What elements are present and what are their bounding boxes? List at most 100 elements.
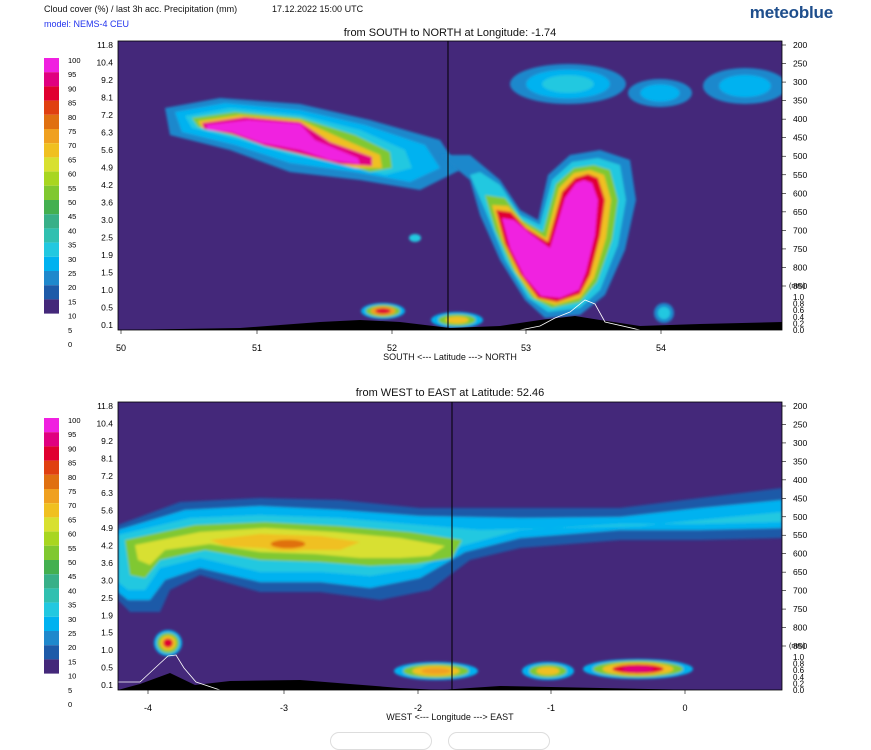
mid-cloud-layer [118,488,782,680]
legend-swatch [44,616,59,631]
legend-label: 25 [68,269,76,278]
pressure-tick-label: 400 [793,475,807,485]
legend-label: 40 [68,586,76,595]
high-cloud [361,64,782,328]
panel-1-xlabel: SOUTH <--- Latitude ---> NORTH [383,352,517,362]
legend-label: 90 [68,84,76,93]
legend-label: 5 [68,326,72,335]
pressure-tick-label: 550 [793,530,807,540]
legend-label: 20 [68,283,76,292]
cloud-field [118,488,782,690]
legend-swatch [44,171,59,186]
pressure-tick-label: 850 [793,641,807,651]
precip-tick-label: 0.0 [793,326,805,335]
pressure-tick-label: 600 [793,549,807,559]
height-tick-label: 5.6 [101,506,113,516]
legend-swatch [44,185,59,200]
precip-unit: (mm) [789,643,805,650]
legend-swatch [44,271,59,286]
legend-swatch [44,517,59,532]
height-tick-label: 4.2 [101,180,113,190]
legend-swatch [44,560,59,575]
cloud-contour [542,75,594,93]
pressure-tick-label: 250 [793,59,807,69]
legend-swatch [44,86,59,101]
legend-label: 25 [68,629,76,638]
legend-swatch [44,418,59,433]
legend-swatch [44,460,59,475]
legend-label: 80 [68,113,76,122]
legend-swatch [44,659,59,674]
precip-tick-label: 0.6 [793,666,805,675]
chart-header-date: 17.12.2022 15:00 UTC [272,4,364,14]
legend-swatch [44,531,59,546]
legend-label: 15 [68,657,76,666]
cloud-contour [536,667,560,675]
height-tick-label: 10.4 [96,418,113,428]
pressure-tick-label: 200 [793,401,807,411]
precip-tick-label: 0.2 [793,679,805,688]
pressure-tick-label: 450 [793,133,807,143]
legend-label: 30 [68,615,76,624]
legend-label: 55 [68,544,76,553]
cloud-contour [502,180,598,298]
legend-label: 95 [68,70,76,79]
terrain-silhouette [118,673,782,690]
meteoblue-logo[interactable]: meteoblue [749,3,833,22]
pressure-tick-label: 750 [793,604,807,614]
cloud-contour [657,306,671,320]
legend-label: 50 [68,558,76,567]
legend-label: 45 [68,212,76,221]
legend-swatch [44,200,59,215]
cloud-field [118,64,782,330]
legend-label: 5 [68,686,72,695]
pressure-tick-label: 800 [793,262,807,272]
height-tick-label: 1.9 [101,250,113,260]
legend-label: 75 [68,127,76,136]
height-tick-label: 3.6 [101,198,113,208]
legend-label: 60 [68,170,76,179]
pressure-tick-label: 300 [793,77,807,87]
legend-swatch [44,631,59,646]
pressure-tick-label: 850 [793,281,807,291]
cloud-contour [409,234,421,242]
legend-swatch [44,143,59,158]
height-tick-label: 8.1 [101,93,113,103]
legend-label: 75 [68,487,76,496]
legend-label: 35 [68,601,76,610]
legend-swatch [44,285,59,300]
pressure-tick-label: 700 [793,225,807,235]
pressure-tick-label: 700 [793,586,807,596]
height-tick-label: 2.5 [101,593,113,603]
bottom-tab-1[interactable] [330,732,432,750]
height-tick-label: 8.1 [101,453,113,463]
legend-swatch [44,602,59,617]
legend-label: 70 [68,501,76,510]
precip-tick-label: 0.6 [793,306,805,315]
legend-swatch [44,489,59,504]
height-tick-label: 0.5 [101,303,113,313]
x-tick-label: -3 [280,703,288,713]
height-tick-label: 0.1 [101,680,113,690]
height-tick-label: 0.5 [101,663,113,673]
legend-label: 80 [68,473,76,482]
legend-label: 15 [68,297,76,306]
x-tick-label: 54 [656,343,666,353]
precip-tick-label: 0.8 [793,660,805,669]
precipitation-trace [519,299,641,330]
panel-2-title: from WEST to EAST at Latitude: 52.46 [355,387,545,399]
height-tick-label: 4.9 [101,523,113,533]
height-tick-label: 3.0 [101,215,113,225]
bottom-tab-2[interactable] [448,732,550,750]
legend-label: 85 [68,99,76,108]
legend-label: 100 [68,56,81,65]
x-tick-label: 53 [521,343,531,353]
height-tick-label: 3.0 [101,575,113,585]
legend-swatch [44,58,59,73]
chart-header-title: Cloud cover (%) / last 3h acc. Precipita… [44,4,238,14]
height-tick-label: 5.6 [101,145,113,155]
terrain-silhouette [118,316,782,330]
legend-label: 85 [68,459,76,468]
cloud-contour [640,84,680,102]
